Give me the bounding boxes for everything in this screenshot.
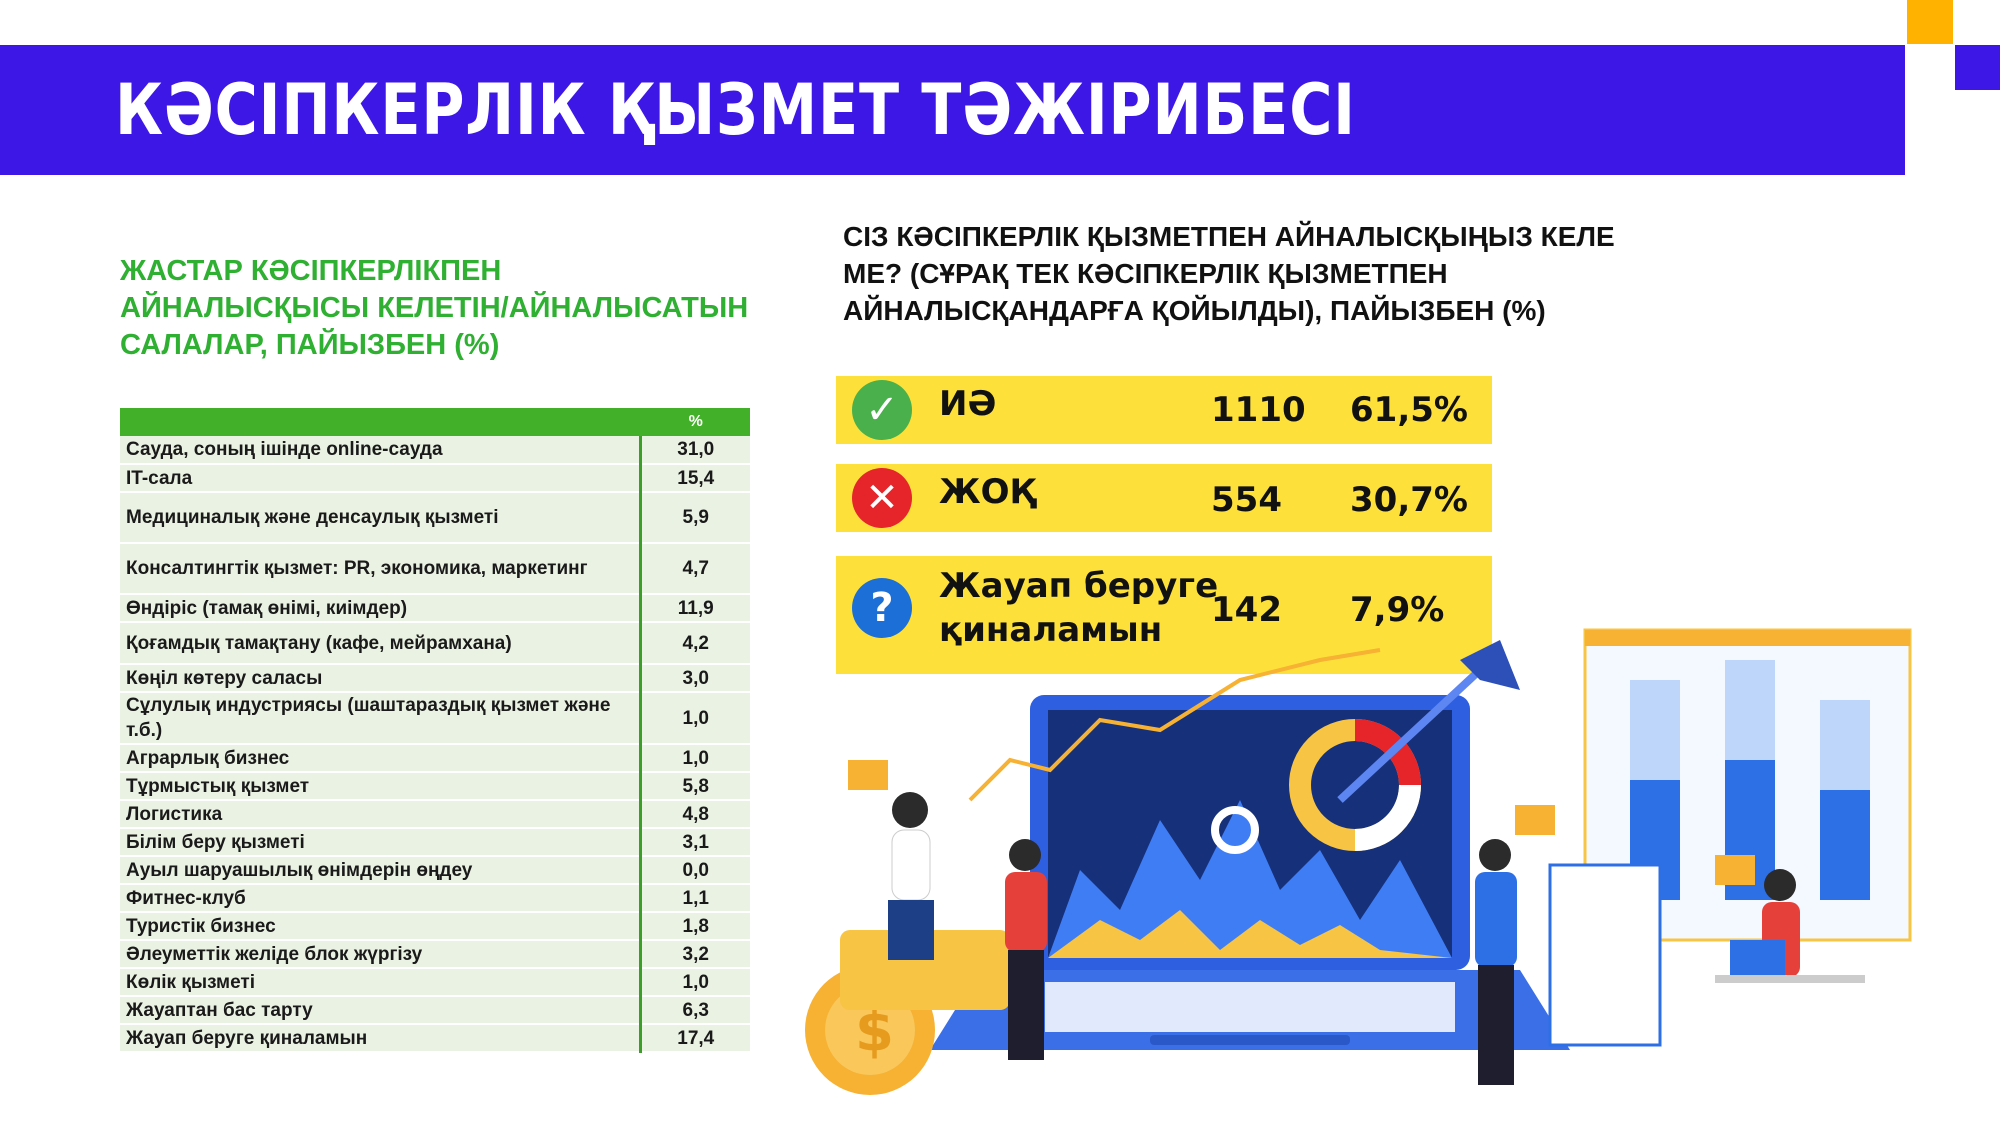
row-label: Жауаптан бас тарту: [120, 996, 640, 1025]
row-value: 3,1: [638, 828, 750, 857]
row-label: Әлеуметтік желіде блок жүргізу: [120, 940, 640, 969]
row-label: Туристік бизнес: [120, 912, 640, 941]
check-icon: ✓: [852, 380, 912, 440]
row-value: 4,7: [638, 543, 750, 595]
answer-count: 554: [1211, 480, 1282, 520]
answer-no: ✕ ЖОҚ 554 30,7%: [836, 464, 1492, 532]
row-value: 4,2: [638, 622, 750, 665]
row-label: Сұлулық индустриясы (шаштараздық қызмет …: [120, 692, 640, 745]
row-value: 31,0: [638, 436, 750, 465]
table-header-percent: %: [638, 408, 750, 436]
row-value: 1,8: [638, 912, 750, 941]
table-row: Жауаптан бас тарту 6,3: [120, 996, 750, 1025]
table-header-label: [120, 408, 640, 436]
row-value: 5,8: [638, 772, 750, 801]
row-value: 1,0: [638, 968, 750, 997]
answer-count: 1110: [1211, 390, 1306, 430]
answer-label: ЖОҚ: [939, 472, 1036, 512]
corner-accent-blue: [1955, 45, 2000, 90]
sectors-heading-line: САЛАЛАР, ПАЙЫЗБЕН (%): [120, 329, 500, 361]
answer-label: қиналамын: [939, 610, 1163, 650]
row-label: Медициналық және денсаулық қызметі: [120, 492, 640, 544]
speech-bubble-icon: [1515, 805, 1555, 835]
growth-line-icon: [968, 648, 1381, 802]
table-row: Ауыл шаруашылық өнімдерін өңдеу 0,0: [120, 856, 750, 885]
target-arrow-icon: [1337, 640, 1520, 803]
table-row: Фитнес-клуб 1,1: [120, 884, 750, 913]
row-value: 1,0: [638, 744, 750, 773]
people-illustration-icon: [888, 792, 1865, 1085]
table-row: Консалтингтік қызмет: PR, экономика, мар…: [120, 543, 750, 595]
row-value: 11,9: [638, 594, 750, 623]
table-row: Аграрлық бизнес 1,0: [120, 744, 750, 773]
question-heading-line: АЙНАЛЫСҚАНДАРҒА ҚОЙЫЛДЫ), ПАЙЫЗБЕН (%): [843, 295, 1546, 326]
row-value: 17,4: [638, 1024, 750, 1053]
question-heading-line: СІЗ КӘСІПКЕРЛІК ҚЫЗМЕТПЕН АЙНАЛЫСҚЫҢЫЗ К…: [843, 221, 1615, 252]
answer-undecided: ? Жауап беруге қиналамын 142 7,9%: [836, 556, 1492, 674]
question-icon: ?: [852, 578, 912, 638]
table-row: Көлік қызметі 1,0: [120, 968, 750, 997]
answer-yes: ✓ ИӘ 1110 61,5%: [836, 376, 1492, 444]
table-row: IT-сала 15,4: [120, 464, 750, 493]
table-row: Әлеуметтік желіде блок жүргізу 3,2: [120, 940, 750, 969]
row-value: 4,8: [638, 800, 750, 829]
row-label: Көлік қызметі: [120, 968, 640, 997]
row-label: Білім беру қызметі: [120, 828, 640, 857]
table-row: Білім беру қызметі 3,1: [120, 828, 750, 857]
table-row: Жауап беруге қиналамын 17,4: [120, 1024, 750, 1053]
sectors-heading-line: ЖАСТАР КӘСІПКЕРЛІКПЕН: [120, 255, 502, 287]
row-label: Сауда, соның ішінде online-сауда: [120, 436, 640, 465]
row-label: Қоғамдық тамақтану (кафе, мейрамхана): [120, 622, 640, 665]
sectors-table: % Сауда, соның ішінде online-сауда 31,0 I…: [120, 408, 750, 1053]
corner-accent-orange: [1907, 0, 1953, 44]
row-label: Логистика: [120, 800, 640, 829]
row-label: Ауыл шаруашылық өнімдерін өңдеу: [120, 856, 640, 885]
speech-bubble-icon: [1715, 855, 1755, 885]
row-label: Аграрлық бизнес: [120, 744, 640, 773]
row-label: Консалтингтік қызмет: PR, экономика, мар…: [120, 543, 640, 595]
answer-percent: 30,7%: [1350, 480, 1468, 520]
answer-label: ИӘ: [939, 384, 997, 424]
sectors-heading: ЖАСТАР КӘСІПКЕРЛІКПЕН АЙНАЛЫСҚЫСЫ КЕЛЕТІ…: [120, 253, 760, 364]
header-band: [0, 45, 1905, 175]
table-row: Өндіріс (тамақ өнімі, киімдер) 11,9: [120, 594, 750, 623]
row-value: 1,0: [638, 692, 750, 745]
row-label: Көңіл көтеру саласы: [120, 664, 640, 693]
row-label: Өндіріс (тамақ өнімі, киімдер): [120, 594, 640, 623]
business-illustration: $: [805, 628, 1912, 1095]
row-value: 5,9: [638, 492, 750, 544]
table-row: Сұлулық индустриясы (шаштараздық қызмет …: [120, 692, 750, 745]
table-header-row: %: [120, 408, 750, 436]
row-label: Жауап беруге қиналамын: [120, 1024, 640, 1053]
answer-percent: 7,9%: [1350, 590, 1445, 630]
question-heading-line: МЕ? (СҰРАҚ ТЕК КӘСІПКЕРЛІК ҚЫЗМЕТПЕН: [843, 258, 1448, 289]
table-row: Сауда, соның ішінде online-сауда 31,0: [120, 436, 750, 465]
cross-icon: ✕: [852, 468, 912, 528]
table-row: Көңіл көтеру саласы 3,0: [120, 664, 750, 693]
answer-label: Жауап беруге: [939, 566, 1219, 606]
row-value: 3,2: [638, 940, 750, 969]
row-label: Тұрмыстық қызмет: [120, 772, 640, 801]
table-row: Қоғамдық тамақтану (кафе, мейрамхана) 4,2: [120, 622, 750, 665]
table-row: Медициналық және денсаулық қызметі 5,9: [120, 492, 750, 544]
row-label: IT-сала: [120, 464, 640, 493]
row-value: 15,4: [638, 464, 750, 493]
table-row: Логистика 4,8: [120, 800, 750, 829]
row-label: Фитнес-клуб: [120, 884, 640, 913]
laptop-icon: [930, 695, 1570, 1050]
answer-percent: 61,5%: [1350, 390, 1468, 430]
question-heading: СІЗ КӘСІПКЕРЛІК ҚЫЗМЕТПЕН АЙНАЛЫСҚЫҢЫЗ К…: [843, 218, 1633, 329]
sectors-heading-line: АЙНАЛЫСҚЫСЫ КЕЛЕТІН/АЙНАЛЫСАТЫН: [120, 292, 749, 324]
row-value: 0,0: [638, 856, 750, 885]
speech-bubble-icon: [848, 760, 888, 790]
coin-stack-icon: $: [805, 930, 1010, 1095]
row-value: 1,1: [638, 884, 750, 913]
answer-count: 142: [1211, 590, 1282, 630]
row-value: 3,0: [638, 664, 750, 693]
page-title: КӘСІПКЕРЛІК ҚЫЗМЕТ ТӘЖІРИБЕСІ: [115, 69, 1356, 151]
table-row: Туристік бизнес 1,8: [120, 912, 750, 941]
row-value: 6,3: [638, 996, 750, 1025]
table-row: Тұрмыстық қызмет 5,8: [120, 772, 750, 801]
